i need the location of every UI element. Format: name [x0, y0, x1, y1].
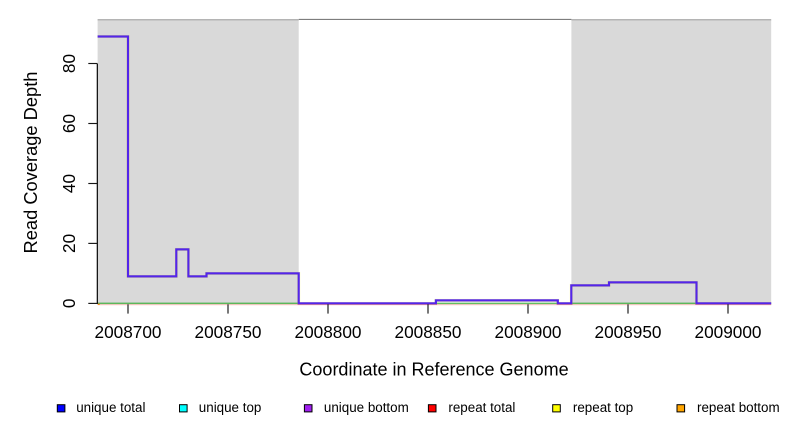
svg-text:unique total: unique total: [76, 400, 145, 415]
svg-text:2008900: 2008900: [495, 322, 562, 342]
svg-text:60: 60: [59, 114, 79, 133]
svg-text:2008850: 2008850: [395, 322, 462, 342]
svg-text:repeat bottom: repeat bottom: [697, 400, 780, 415]
svg-text:2008800: 2008800: [295, 322, 362, 342]
svg-text:unique top: unique top: [199, 400, 262, 415]
svg-text:repeat top: repeat top: [573, 400, 633, 415]
svg-text:2009000: 2009000: [695, 322, 762, 342]
svg-text:20: 20: [59, 234, 79, 253]
svg-text:Coordinate in Reference Genome: Coordinate in Reference Genome: [299, 359, 568, 379]
svg-text:repeat total: repeat total: [448, 400, 515, 415]
svg-text:0: 0: [59, 299, 79, 309]
svg-text:2008700: 2008700: [95, 322, 162, 342]
svg-text:2008750: 2008750: [195, 322, 262, 342]
svg-text:40: 40: [59, 174, 79, 193]
svg-text:Read Coverage Depth: Read Coverage Depth: [20, 72, 41, 254]
svg-text:unique bottom: unique bottom: [324, 400, 409, 415]
svg-text:2008950: 2008950: [595, 322, 662, 342]
svg-text:80: 80: [59, 54, 79, 73]
